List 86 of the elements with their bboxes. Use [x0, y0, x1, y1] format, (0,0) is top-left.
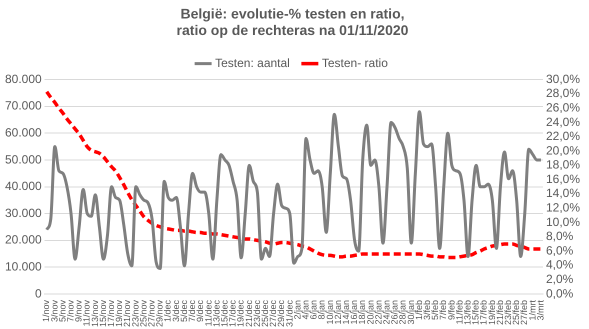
x-tick-label: 17/dec	[228, 299, 238, 328]
y2-tick-label: 18,0%	[546, 158, 580, 172]
x-tick-label: 15/dec	[219, 299, 230, 328]
y-tick-label: 80.000	[5, 72, 42, 86]
y-tick-label: 10.000	[5, 259, 42, 274]
x-tick-label: 7/nov	[66, 299, 76, 322]
y2-tick-label: 4,0%	[546, 258, 574, 272]
y2-tick-label: 26,0%	[546, 100, 580, 114]
y2-tick-label: 8,0%	[546, 229, 574, 244]
x-tick-label: 7/feb	[438, 300, 448, 320]
x-tick-label: 9/feb	[446, 300, 456, 320]
y-tick-label: 50.000	[5, 152, 42, 166]
x-tick-label: 21/feb	[494, 300, 505, 326]
x-tick-label: 23/feb	[503, 300, 514, 326]
x-tick-label: 21/dec	[244, 299, 254, 328]
y2-tick-label: 12,0%	[546, 200, 580, 215]
x-tick-label: 11/dec	[203, 299, 214, 326]
x-tick-label: 7/dec	[187, 299, 198, 322]
y-tick-label: 20.000	[5, 232, 42, 247]
legend-label: Testen: aantal	[215, 56, 290, 70]
line-series	[44, 90, 543, 260]
x-tick-label: 25/nov	[138, 299, 148, 328]
x-tick-label: 27/feb	[519, 300, 530, 326]
y2-tick-label: 14,0%	[546, 186, 580, 200]
y2-tick-label: 20,0%	[546, 143, 580, 158]
x-tick-label: 10/jan	[324, 300, 335, 325]
y2-tick-label: 28,0%	[546, 86, 580, 100]
x-tick-label: 31/dec	[284, 299, 294, 328]
x-tick-label: 11/nov	[82, 299, 92, 326]
y2-tick-label: 0,0%	[546, 286, 574, 300]
y2-tick-label: 22,0%	[546, 129, 580, 144]
y-tick-label: 40.000	[5, 179, 42, 194]
y-tick-label: 70.000	[5, 98, 42, 113]
x-tick-label: 30/jan	[406, 300, 416, 325]
x-tick-label: 23/dec	[252, 299, 262, 328]
x-tick-label: 18/jan	[357, 300, 368, 325]
x-tick-label: 6/jan	[308, 300, 319, 320]
x-tick-label: 20/jan	[365, 300, 376, 325]
x-tick-label: 8/jan	[316, 300, 327, 320]
x-tick-label: 1/mrt	[527, 299, 538, 320]
x-tick-label: 1/dec	[162, 299, 173, 322]
x-tick-label: 2/jan	[292, 300, 302, 320]
x-tick-label: 3/feb	[422, 300, 432, 320]
x-tick-label: 11/feb	[454, 300, 464, 324]
x-tick-label: 29/nov	[154, 299, 165, 328]
x-tick-label: 9/dec	[195, 299, 206, 322]
x-tick-label: 19/dec	[236, 299, 246, 328]
y-tick-label: 60.000	[5, 126, 42, 140]
y-tick-label: 30.000	[5, 206, 42, 220]
x-tick-label: 1/nov	[41, 299, 52, 322]
y-tick-label: 0	[35, 286, 42, 300]
x-tick-label: 23/nov	[130, 299, 140, 328]
x-tick-label: 5/dec	[178, 299, 189, 322]
y2-tick-label: 6,0%	[546, 243, 574, 258]
x-tick-label: 26/jan	[390, 300, 400, 325]
x-tick-label: 25/dec	[260, 299, 270, 328]
x-tick-label: 25/feb	[511, 300, 522, 326]
y2-tick-label: 10,0%	[546, 214, 580, 229]
x-tick-label: 5/nov	[57, 299, 68, 322]
x-tick-label: 29/dec	[276, 299, 286, 328]
y2-tick-label: 30,0%	[546, 72, 580, 86]
legend-label: Testen- ratio	[322, 56, 388, 70]
x-tick-label: 28/jan	[398, 300, 408, 325]
line-series	[45, 110, 542, 270]
x-tick-label: 13/nov	[90, 299, 100, 328]
x-tick-label: 27/dec	[268, 299, 278, 328]
x-tick-label: 3/mrt	[535, 299, 546, 320]
x-tick-label: 16/jan	[349, 300, 360, 325]
chart-title: België: evolutie-% testen en ratio, ratio op de rechteras na 01/11/2020	[176, 5, 409, 38]
x-tick-label: 13/dec	[211, 299, 222, 328]
x-tick-label: 19/nov	[114, 299, 124, 328]
x-tick-label: 21/nov	[122, 299, 132, 328]
x-tick-label: 19/feb	[486, 300, 497, 326]
x-tick-label: 3/dec	[170, 299, 181, 322]
x-tick-label: 15/feb	[470, 300, 481, 326]
x-tick-label: 17/feb	[478, 300, 489, 326]
x-tick-label: 15/nov	[98, 299, 108, 328]
x-tick-label: 3/nov	[49, 299, 60, 322]
x-tick-label: 17/nov	[106, 299, 116, 328]
x-tick-label: 5/feb	[430, 300, 440, 320]
y2-tick-label: 24,0%	[546, 114, 580, 129]
x-tick-label: 13/feb	[462, 300, 473, 326]
y2-tick-label: 2,0%	[546, 272, 574, 286]
x-tick-label: 9/nov	[74, 299, 84, 322]
y2-tick-label: 16,0%	[546, 172, 580, 186]
x-tick-label: 27/nov	[146, 299, 157, 328]
